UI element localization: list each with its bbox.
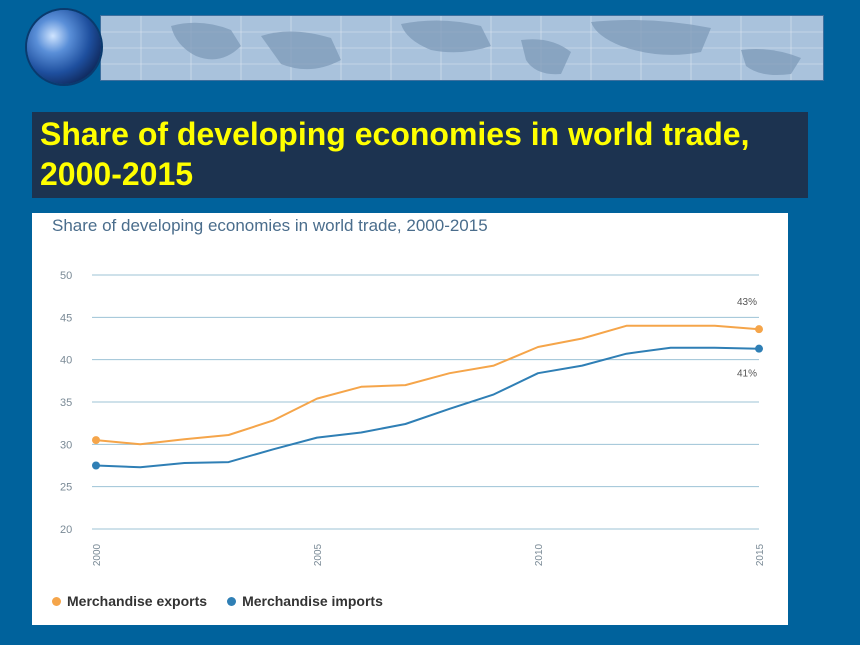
series-end-label: 43%	[737, 297, 757, 308]
legend-item-imports: Merchandise imports	[227, 593, 383, 609]
world-map-icon	[101, 16, 823, 80]
y-tick-label: 30	[60, 439, 72, 451]
series-line-exports	[95, 324, 760, 446]
y-tick-label: 45	[60, 312, 72, 324]
chart-legend: Merchandise exports Merchandise imports	[52, 593, 383, 609]
globe-icon	[27, 10, 101, 84]
y-tick-label: 25	[60, 482, 72, 494]
legend-label-exports: Merchandise exports	[67, 593, 208, 609]
x-tick-label: 2015	[755, 543, 766, 566]
legend-swatch-imports	[227, 596, 237, 606]
x-tick-label: 2005	[313, 543, 324, 566]
slide-title-box: Share of developing economies in world t…	[32, 112, 808, 198]
series-end-point	[755, 344, 763, 353]
legend-item-exports: Merchandise exports	[52, 593, 207, 609]
series-start-point	[92, 461, 100, 470]
y-tick-label: 40	[60, 355, 72, 367]
series-line-imports	[95, 346, 760, 469]
series-end-point	[755, 325, 763, 334]
series-start-point	[92, 436, 100, 445]
legend-label-imports: Merchandise imports	[242, 593, 383, 609]
line-chart: Share of developing economies in world t…	[52, 216, 766, 566]
chart-title: Share of developing economies in world t…	[52, 216, 488, 235]
chart-panel: Share of developing economies in world t…	[32, 213, 788, 625]
y-tick-label: 20	[60, 524, 72, 536]
series-end-label: 41%	[737, 369, 757, 380]
x-tick-label: 2010	[534, 543, 545, 566]
y-tick-label: 50	[60, 270, 72, 282]
x-tick-label: 2000	[92, 543, 103, 566]
y-tick-label: 35	[60, 397, 72, 409]
legend-swatch-exports	[52, 596, 61, 606]
slide-title: Share of developing economies in world t…	[40, 116, 750, 192]
world-map-banner	[100, 15, 824, 81]
